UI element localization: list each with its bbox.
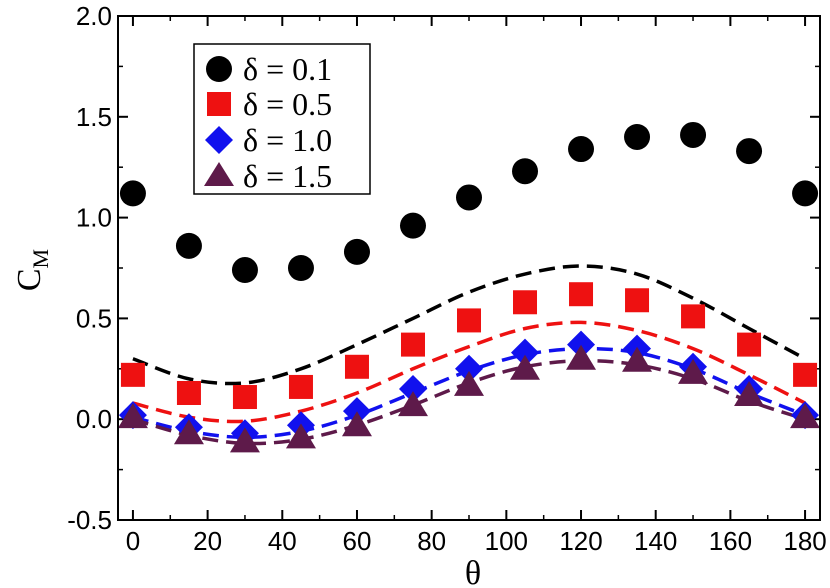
data-point-series-3 bbox=[229, 427, 260, 453]
data-point-series-3 bbox=[397, 391, 428, 417]
data-point-series-0 bbox=[287, 255, 314, 281]
legend-marker-circle bbox=[206, 56, 232, 82]
data-point-series-3 bbox=[173, 419, 204, 445]
legend-marker-diamond bbox=[205, 126, 233, 154]
data-point-series-0 bbox=[512, 158, 539, 185]
x-tick-label: 140 bbox=[634, 526, 677, 556]
data-point-series-2 bbox=[567, 330, 596, 359]
legend-label-0: δ = 0.1 bbox=[243, 51, 332, 87]
y-tick-label: 0.0 bbox=[76, 404, 112, 434]
x-tick-label: 40 bbox=[268, 526, 297, 556]
data-point-series-3 bbox=[117, 403, 148, 429]
data-point-series-0 bbox=[231, 257, 258, 284]
y-axis-title: CM bbox=[11, 249, 53, 291]
legend: δ = 0.1 δ = 0.5 δ = 1.0 δ = 1.5 bbox=[193, 43, 371, 195]
data-point-series-1 bbox=[400, 332, 425, 357]
data-point-series-3 bbox=[678, 358, 709, 384]
data-point-series-1 bbox=[513, 290, 538, 315]
x-tick-label: 20 bbox=[193, 526, 222, 556]
x-tick-label: 160 bbox=[709, 526, 752, 556]
x-tick-label: 60 bbox=[343, 526, 372, 556]
data-point-series-3 bbox=[566, 344, 597, 370]
y-tick-label: -0.5 bbox=[67, 505, 112, 535]
y-tick-label: 0.5 bbox=[76, 303, 112, 333]
data-point-series-1 bbox=[737, 332, 762, 357]
data-point-series-0 bbox=[456, 184, 482, 211]
data-point-series-2 bbox=[511, 338, 540, 367]
data-point-series-0 bbox=[119, 180, 146, 207]
data-point-series-1 bbox=[344, 354, 369, 379]
data-point-series-1 bbox=[232, 385, 257, 410]
svg-text:CM: CM bbox=[11, 249, 53, 291]
data-point-series-3 bbox=[454, 370, 484, 396]
data-point-series-1 bbox=[569, 282, 594, 307]
fit-line-series-1 bbox=[132, 320, 806, 424]
data-point-series-3 bbox=[510, 354, 541, 380]
data-point-series-0 bbox=[399, 212, 426, 239]
legend-label-2: δ = 1.0 bbox=[243, 122, 332, 158]
legend-marker-square bbox=[207, 92, 231, 116]
axes-layer: 0 20 40 60 80 100 120 140 160 180 -0.5 0.0 0.5 1.0 1.5… bbox=[67, 1, 827, 556]
data-point-series-0 bbox=[736, 138, 763, 165]
y-tick-label: 1.0 bbox=[76, 203, 112, 233]
legend-entry-0: δ = 0.1 bbox=[206, 51, 332, 87]
data-point-series-1 bbox=[457, 308, 481, 333]
y-axis-title-subscript: M bbox=[28, 249, 53, 269]
markers-layer bbox=[117, 121, 821, 453]
data-point-series-1 bbox=[120, 362, 145, 387]
data-point-series-1 bbox=[625, 288, 650, 313]
data-point-series-0 bbox=[624, 123, 651, 150]
data-point-series-1 bbox=[176, 380, 201, 405]
legend-marker-triangle bbox=[204, 162, 234, 186]
legend-entry-2: δ = 1.0 bbox=[205, 122, 332, 158]
legend-label-3: δ = 1.5 bbox=[243, 158, 332, 194]
data-point-series-3 bbox=[622, 346, 653, 372]
data-point-series-1 bbox=[288, 374, 313, 399]
legend-entry-3: δ = 1.5 bbox=[204, 158, 332, 194]
data-point-series-3 bbox=[790, 403, 821, 429]
data-point-series-0 bbox=[568, 136, 595, 163]
data-point-series-0 bbox=[792, 180, 819, 207]
legend-label-1: δ = 0.5 bbox=[243, 86, 332, 122]
y-axis-title-main: C bbox=[11, 268, 48, 291]
data-point-series-1 bbox=[681, 304, 706, 329]
x-tick-label: 100 bbox=[485, 526, 528, 556]
data-point-series-2 bbox=[342, 397, 371, 426]
x-tick-label: 0 bbox=[126, 526, 140, 556]
plot-frame bbox=[117, 15, 821, 521]
x-tick-label: 80 bbox=[417, 526, 446, 556]
data-point-series-0 bbox=[343, 238, 370, 265]
data-point-series-3 bbox=[734, 381, 765, 407]
data-point-series-0 bbox=[175, 232, 202, 259]
x-tick-label: 120 bbox=[559, 526, 602, 556]
x-axis-title: θ bbox=[465, 555, 481, 588]
data-point-series-2 bbox=[455, 354, 483, 383]
y-tick-label: 1.5 bbox=[76, 102, 112, 132]
data-point-series-1 bbox=[793, 362, 818, 387]
data-point-series-3 bbox=[341, 411, 372, 437]
y-tick-label: 2.0 bbox=[76, 1, 112, 31]
legend-entry-1: δ = 0.5 bbox=[207, 86, 332, 122]
data-point-series-2 bbox=[398, 374, 427, 403]
data-point-series-0 bbox=[680, 121, 707, 148]
data-point-series-3 bbox=[285, 423, 316, 449]
x-tick-label: 180 bbox=[783, 526, 826, 556]
